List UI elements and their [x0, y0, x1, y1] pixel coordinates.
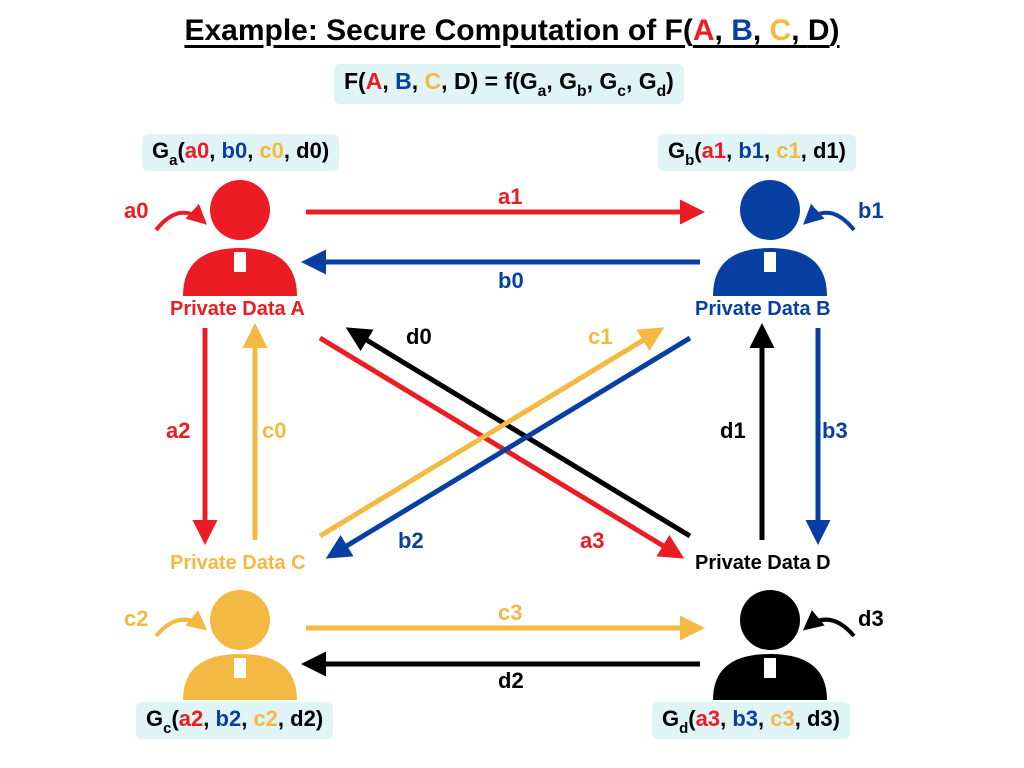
arrow-c1 [320, 330, 660, 536]
diagram-canvas: Example: Secure Computation of F(A, B, C… [0, 0, 1024, 768]
arrow-b2 [330, 338, 690, 556]
person-icon-B [713, 180, 827, 296]
self-arrow-D [806, 620, 854, 636]
person-icon-C [183, 590, 297, 700]
self-arrow-C [156, 620, 204, 636]
self-arrow-A [156, 213, 204, 230]
person-icon-D [713, 590, 827, 700]
arrows-layer [0, 0, 1024, 768]
person-icon-A [183, 180, 297, 296]
self-arrow-B [806, 213, 854, 230]
arrow-a3 [320, 338, 680, 556]
arrow-d0 [350, 330, 690, 536]
